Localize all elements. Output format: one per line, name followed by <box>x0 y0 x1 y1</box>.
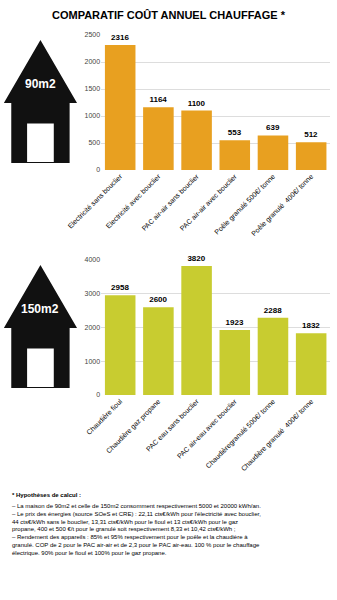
svg-text:4000: 4000 <box>85 256 101 263</box>
svg-text:639: 639 <box>266 123 280 132</box>
svg-text:COMPARATIF COÛT ANNUEL CHAUFFA: COMPARATIF COÛT ANNUEL CHAUFFAGE * <box>52 9 286 21</box>
svg-text:2288: 2288 <box>264 306 282 315</box>
svg-text:Electricité sans bouclier: Electricité sans bouclier <box>66 172 123 229</box>
svg-text:2958: 2958 <box>111 283 129 292</box>
svg-text:PAC air-air sans bouclier: PAC air-air sans bouclier <box>140 172 200 232</box>
svg-text:2600: 2600 <box>149 295 167 304</box>
svg-text:1832: 1832 <box>302 321 320 330</box>
svg-text:Poêle granulé 500€/ tonne: Poêle granulé 500€/ tonne <box>213 173 277 237</box>
svg-text:Chaudière gaz propane: Chaudière gaz propane <box>105 398 162 455</box>
svg-text:1000: 1000 <box>85 358 101 365</box>
svg-text:Chaudière fioul: Chaudière fioul <box>85 397 124 436</box>
svg-text:553: 553 <box>228 128 242 137</box>
svg-text:0: 0 <box>96 391 100 398</box>
svg-text:3820: 3820 <box>187 254 205 263</box>
svg-text:512: 512 <box>304 130 318 139</box>
svg-text:PAC eau sans bouclier: PAC eau sans bouclier <box>145 397 200 452</box>
svg-text:90m2: 90m2 <box>25 77 56 91</box>
svg-text:2000: 2000 <box>85 58 101 65</box>
svg-text:Chaudièregranulé 500€/ tonne: Chaudièregranulé 500€/ tonne <box>204 398 277 471</box>
svg-text:– La maison de 90m2 et celle d: – La maison de 90m2 et celle de 150m2 co… <box>12 503 261 556</box>
svg-text:1923: 1923 <box>226 318 244 327</box>
svg-text:PAC air-air avec bouclier: PAC air-air avec bouclier <box>179 172 239 232</box>
svg-text:1500: 1500 <box>85 85 101 92</box>
svg-text:1164: 1164 <box>149 95 167 104</box>
svg-text:PAC air-eau avec bouclier: PAC air-eau avec bouclier <box>176 397 239 460</box>
svg-text:2000: 2000 <box>85 324 101 331</box>
svg-text:2500: 2500 <box>85 31 101 38</box>
svg-text:3000: 3000 <box>85 290 101 297</box>
svg-text:500: 500 <box>88 139 100 146</box>
svg-text:Poêle granulé 400€/ tonne: Poêle granulé 400€/ tonne <box>250 173 315 238</box>
svg-text:0: 0 <box>96 166 100 173</box>
svg-text:1100: 1100 <box>188 99 206 108</box>
svg-text:150m2: 150m2 <box>21 302 59 316</box>
svg-text:Chaudière granulé 400€/ tonne: Chaudière granulé 400€/ tonne <box>240 398 315 473</box>
svg-text:* Hypothèses de calcul :: * Hypothèses de calcul : <box>12 492 81 498</box>
svg-text:1000: 1000 <box>85 112 101 119</box>
svg-text:2316: 2316 <box>111 33 129 42</box>
svg-text:Electricité avec bouclier: Electricité avec bouclier <box>105 172 162 229</box>
